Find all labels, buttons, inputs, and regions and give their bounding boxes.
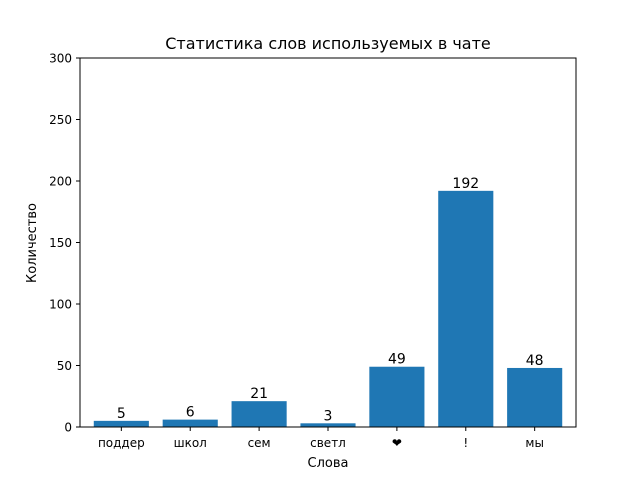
x-axis-label: Слова (308, 456, 349, 471)
bar-value-label: 48 (526, 353, 544, 369)
y-tick-label: 300 (49, 52, 72, 66)
x-axis: поддер школ сем светл ❤! мы (98, 427, 544, 450)
y-tick-label: 50 (57, 359, 72, 373)
bar-value-label: 5 (117, 406, 126, 422)
bar-value-label: 3 (324, 408, 333, 424)
y-axis-label: Количество (25, 203, 40, 283)
bar (93, 420, 149, 427)
bar (507, 367, 563, 427)
bar (300, 423, 356, 427)
x-tick-label: ! (463, 436, 468, 450)
y-tick-label: 250 (49, 113, 72, 127)
x-tick-label: светл (310, 436, 346, 450)
bar-value-label: 21 (250, 386, 268, 402)
bar-value-label: 6 (186, 405, 195, 421)
x-tick-label: сем (248, 436, 271, 450)
bars-group (93, 190, 563, 427)
x-tick-label: мы (525, 436, 544, 450)
bar-value-label: 192 (452, 176, 479, 192)
bar (369, 366, 425, 427)
x-tick-label: поддер (98, 436, 145, 450)
bar (438, 190, 494, 427)
bar-value-label: 49 (388, 352, 406, 368)
y-tick-label: 100 (49, 298, 72, 312)
bar (231, 401, 287, 427)
x-tick-label: школ (174, 436, 207, 450)
plot-frame (79, 57, 577, 428)
value-labels-group: 5 6 21 3 49 192 48 (117, 176, 544, 424)
y-tick-label: 200 (49, 175, 72, 189)
bar (162, 419, 218, 427)
y-tick-label: 0 (64, 421, 72, 435)
y-tick-label: 150 (49, 236, 72, 250)
x-tick-label: ❤ (392, 436, 402, 450)
y-axis: 0 50 100 150 200 250 300 (49, 52, 80, 435)
chart-title: Статистика слов используемых в чате (165, 34, 491, 53)
